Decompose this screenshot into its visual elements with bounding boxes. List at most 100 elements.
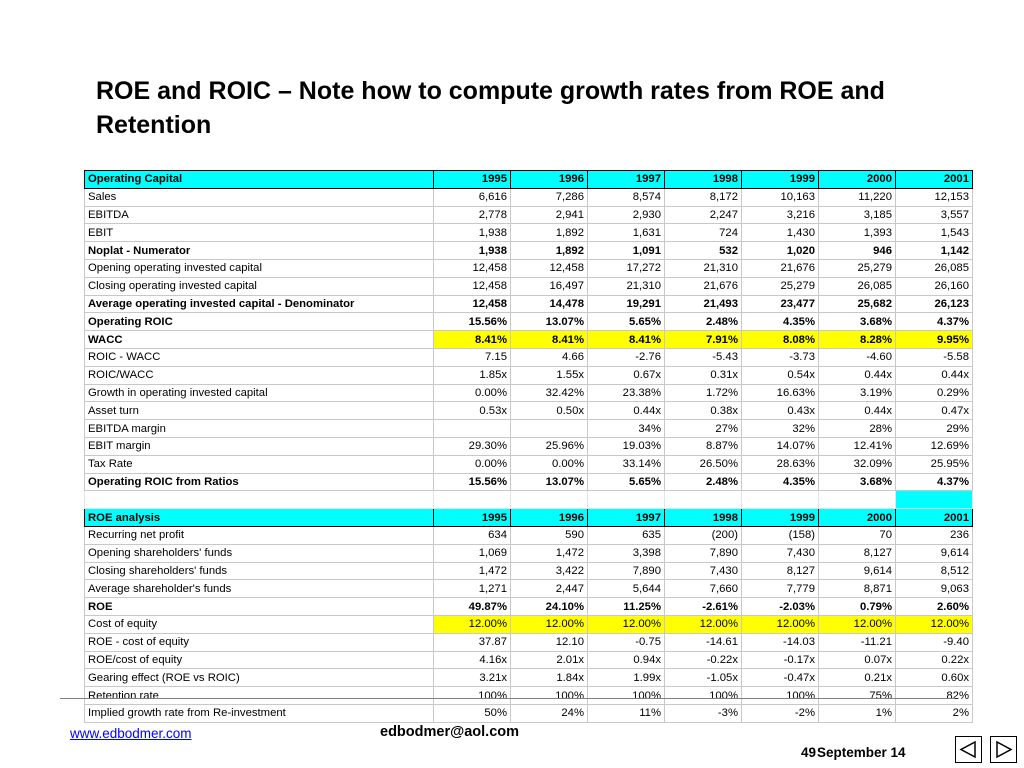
table-cell: 0.44x: [818, 365, 896, 385]
table-cell: 1,938: [433, 223, 511, 243]
website-link[interactable]: www.edbodmer.com: [70, 726, 192, 741]
table-cell: 1,472: [433, 561, 511, 581]
row-label: EBIT margin: [84, 436, 434, 456]
table-row: Opening operating invested capital 12,458…: [84, 258, 973, 278]
table-cell: 0.47x: [895, 401, 973, 421]
table-cell: 4.35%: [741, 312, 819, 332]
table-cell: 12.10: [510, 632, 588, 652]
row-label: Operating ROIC from Ratios: [84, 472, 434, 492]
table-cell: 1995: [433, 508, 511, 527]
table-cell: 26,085: [895, 258, 973, 278]
table-cell: 1997: [587, 508, 665, 527]
table-cell: 12.00%: [895, 614, 973, 634]
table-cell: 21,310: [664, 258, 742, 278]
table-cell: 7,430: [741, 543, 819, 563]
table-cell: 7,286: [510, 187, 588, 207]
table-cell: 3.68%: [818, 312, 896, 332]
table-cell: -2.61%: [664, 597, 742, 616]
row-label: Sales: [84, 187, 434, 207]
table-cell: 23.38%: [587, 383, 665, 403]
table-row: Growth in operating invested capital 0.00…: [84, 383, 973, 403]
table-cell: -2%: [741, 703, 819, 723]
table-cell: 2,247: [664, 205, 742, 225]
table-cell: 21,676: [741, 258, 819, 278]
table-cell: 7,890: [664, 543, 742, 563]
table-cell: -14.61: [664, 632, 742, 652]
table-cell: 16,497: [510, 276, 588, 296]
table-cell: 9,614: [895, 543, 973, 563]
table-cell: 12.00%: [818, 614, 896, 634]
table-cell: 0.29%: [895, 383, 973, 403]
row-label: WACC: [84, 330, 434, 349]
table-cell: 1.99x: [587, 668, 665, 688]
table-cell: 8.87%: [664, 436, 742, 456]
row-label: Tax Rate: [84, 454, 434, 474]
table-cell: 15.56%: [433, 312, 511, 332]
row-label: Gearing effect (ROE vs ROIC): [84, 668, 434, 688]
table-cell: 1.72%: [664, 383, 742, 403]
table-cell: 590: [510, 525, 588, 545]
table-cell: 3,185: [818, 205, 896, 225]
table-cell: 11.25%: [587, 597, 665, 616]
table-cell: 26,123: [895, 294, 973, 314]
slide-date: September 14: [817, 745, 906, 760]
table-cell: 8,127: [741, 561, 819, 581]
table-cell: 1,142: [895, 241, 973, 260]
table-row: EBIT 1,938 1,892 1,631 724 1,430 1,393 1,543: [84, 223, 973, 243]
table-cell: 8,127: [818, 543, 896, 563]
table-cell: 26,160: [895, 276, 973, 296]
table-cell: 5.65%: [587, 312, 665, 332]
table-row: EBIT margin 29.30% 25.96% 19.03% 8.87% 14.07%…: [84, 436, 973, 456]
table-cell: 1,938: [433, 241, 511, 260]
table-cell: 26,085: [818, 276, 896, 296]
table-cell: 0.94x: [587, 650, 665, 670]
table-cell: 2,447: [510, 579, 588, 599]
table-cell: 12.41%: [818, 436, 896, 456]
table-row: Operating ROIC from Ratios 15.56% 13.07% 5.…: [84, 472, 973, 492]
table-cell: 0.60x: [895, 668, 973, 688]
table-cell: 6,616: [433, 187, 511, 207]
next-slide-button[interactable]: [990, 736, 1017, 763]
table-cell: 8,512: [895, 561, 973, 581]
table-cell: -0.75: [587, 632, 665, 652]
table-cell: 1,472: [510, 543, 588, 563]
table-cell: 1,430: [741, 223, 819, 243]
table-cell: 1996: [510, 508, 588, 527]
table-cell: 2000: [818, 170, 896, 189]
left-triangle-icon: [959, 740, 976, 759]
table-cell: 0.79%: [818, 597, 896, 616]
table-row: Operating Capital 1995 1996 1997 1998 1999 200…: [84, 170, 973, 189]
row-label: Opening operating invested capital: [84, 258, 434, 278]
table-cell: 3,557: [895, 205, 973, 225]
table-cell: 7,779: [741, 579, 819, 599]
table-row: Retention rate 100% 100% 100% 100% 100% 75% 82%: [84, 686, 973, 705]
table-cell: 12.00%: [510, 614, 588, 634]
table-cell: 37.87: [433, 632, 511, 652]
table-cell: 23,477: [741, 294, 819, 314]
table-cell: 0.44x: [895, 365, 973, 385]
table-row: Noplat - Numerator 1,938 1,892 1,091 532 1,02…: [84, 241, 973, 260]
table-cell: 12.00%: [433, 614, 511, 634]
row-label: Average operating invested capital - Den…: [84, 294, 434, 314]
table-cell: 25.96%: [510, 436, 588, 456]
table-cell: 11%: [587, 703, 665, 723]
previous-slide-button[interactable]: [955, 736, 982, 763]
table-cell: 2%: [895, 703, 973, 723]
table-cell: 25,682: [818, 294, 896, 314]
table-row: WACC 8.41% 8.41% 8.41% 7.91% 8.08% 8.28% 9.95%: [84, 330, 973, 349]
table-cell: 12,458: [433, 276, 511, 296]
table-cell: 28%: [818, 419, 896, 438]
table-cell: 100%: [433, 686, 511, 705]
table-cell: 29%: [895, 419, 973, 438]
table-cell: 1,069: [433, 543, 511, 563]
table-cell: 25.95%: [895, 454, 973, 474]
table-cell: 75%: [818, 686, 896, 705]
table-row: Average operating invested capital - Den…: [84, 294, 973, 314]
table-cell: 21,676: [664, 276, 742, 296]
table-cell: 49.87%: [433, 597, 511, 616]
table-cell: -3.73: [741, 347, 819, 367]
table-cell: 100%: [587, 686, 665, 705]
table-cell: (158): [741, 525, 819, 545]
row-label: ROIC - WACC: [84, 347, 434, 367]
table-cell: [433, 419, 511, 438]
